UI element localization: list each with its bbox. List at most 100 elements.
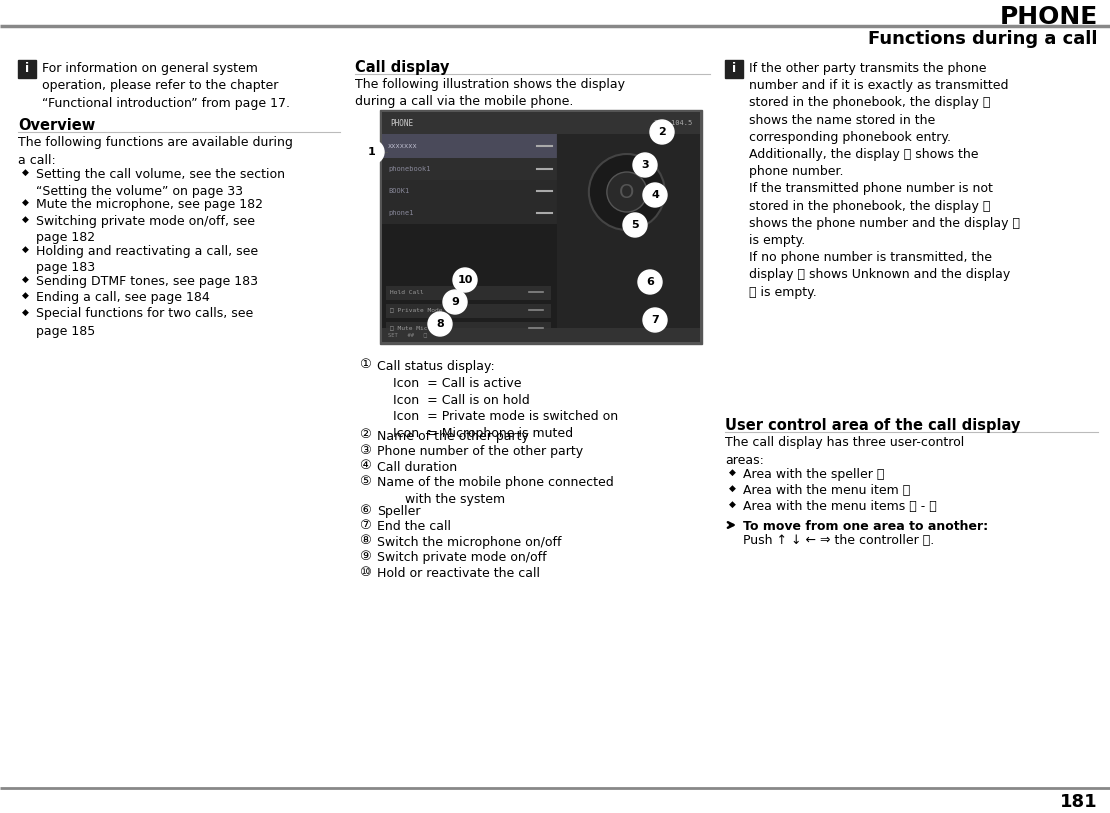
Text: ⑨: ⑨	[359, 550, 371, 563]
Text: Hold or reactivate the call: Hold or reactivate the call	[377, 567, 539, 580]
Text: PHONE: PHONE	[1000, 5, 1098, 29]
FancyBboxPatch shape	[382, 134, 557, 158]
Text: 181: 181	[1060, 793, 1098, 811]
Text: ⑥: ⑥	[359, 503, 371, 516]
Text: End the call: End the call	[377, 520, 451, 533]
Text: 9: 9	[451, 297, 458, 307]
FancyBboxPatch shape	[725, 60, 743, 78]
Text: 10: 10	[457, 275, 473, 285]
Text: User control area of the call display: User control area of the call display	[725, 418, 1020, 433]
Circle shape	[607, 172, 647, 212]
Text: For information on general system
operation, please refer to the chapter
“Functi: For information on general system operat…	[42, 62, 290, 110]
Text: Phone number of the other party: Phone number of the other party	[377, 445, 583, 458]
Text: Ending a call, see page 184: Ending a call, see page 184	[36, 291, 210, 304]
Circle shape	[638, 270, 662, 294]
Text: □ Private Mode: □ Private Mode	[390, 307, 443, 312]
FancyBboxPatch shape	[382, 328, 700, 342]
Text: The following illustration shows the display
during a call via the mobile phone.: The following illustration shows the dis…	[355, 78, 625, 108]
Text: Switching private mode on/off, see
page 182: Switching private mode on/off, see page …	[36, 215, 255, 245]
Text: Sending DTMF tones, see page 183: Sending DTMF tones, see page 183	[36, 275, 258, 288]
Text: ⑤: ⑤	[359, 475, 371, 488]
Text: Call duration: Call duration	[377, 460, 457, 473]
Text: ◆: ◆	[22, 168, 29, 177]
Text: Hold Call: Hold Call	[390, 289, 424, 294]
Text: Call display: Call display	[355, 60, 450, 75]
Text: Name of the mobile phone connected
       with the system: Name of the mobile phone connected with …	[377, 476, 614, 506]
Text: ◆: ◆	[729, 484, 736, 493]
Text: ③: ③	[359, 444, 371, 457]
Circle shape	[643, 183, 667, 207]
Text: Call status display:
    Icon  = Call is active
    Icon  = Call is on hold
    : Call status display: Icon = Call is acti…	[377, 360, 618, 440]
Text: Push ↑ ↓ ← ⇒ the controller ⓴.: Push ↑ ↓ ← ⇒ the controller ⓴.	[743, 534, 935, 547]
Text: Name of the other party: Name of the other party	[377, 429, 528, 442]
FancyBboxPatch shape	[382, 202, 557, 224]
Text: 7: 7	[652, 315, 659, 325]
Text: BOOK1: BOOK1	[388, 188, 410, 194]
Text: ◆: ◆	[22, 198, 29, 207]
Text: 6: 6	[646, 277, 654, 287]
Text: ⑩: ⑩	[359, 566, 371, 579]
Text: phone1: phone1	[388, 210, 414, 216]
Text: ◆: ◆	[22, 307, 29, 316]
Circle shape	[428, 312, 452, 336]
FancyBboxPatch shape	[557, 134, 700, 342]
Text: i: i	[24, 63, 29, 76]
FancyBboxPatch shape	[18, 60, 36, 78]
Text: Setting the call volume, see the section
“Setting the volume” on page 33: Setting the call volume, see the section…	[36, 168, 285, 198]
FancyBboxPatch shape	[382, 158, 557, 180]
Text: The following functions are available during
a call:: The following functions are available du…	[18, 136, 293, 167]
Circle shape	[443, 290, 467, 314]
Text: Area with the menu item Ⓖ: Area with the menu item Ⓖ	[743, 484, 910, 497]
Text: Mute the microphone, see page 182: Mute the microphone, see page 182	[36, 198, 263, 211]
Circle shape	[360, 140, 384, 164]
Text: Speller: Speller	[377, 505, 421, 518]
Text: xxxxxxx: xxxxxxx	[388, 143, 417, 149]
Text: ◆: ◆	[729, 500, 736, 509]
Text: 8: 8	[436, 319, 444, 329]
Text: Special functions for two calls, see
page 185: Special functions for two calls, see pag…	[36, 307, 253, 337]
Text: ◆: ◆	[22, 291, 29, 300]
Circle shape	[643, 308, 667, 332]
Text: Overview: Overview	[18, 118, 95, 133]
Text: The call display has three user-control
areas:: The call display has three user-control …	[725, 436, 965, 467]
Text: ②: ②	[359, 428, 371, 441]
Circle shape	[623, 213, 647, 237]
Text: ①: ①	[359, 359, 371, 372]
Text: ⑦: ⑦	[359, 519, 371, 532]
Text: 1: 1	[369, 147, 376, 157]
Text: O: O	[619, 182, 635, 202]
Circle shape	[633, 153, 657, 177]
Text: i: i	[731, 63, 736, 76]
Text: 3: 3	[642, 160, 649, 170]
Text: 4: 4	[652, 190, 659, 200]
FancyBboxPatch shape	[386, 304, 552, 318]
Circle shape	[453, 268, 477, 292]
Text: Holding and reactivating a call, see
page 183: Holding and reactivating a call, see pag…	[36, 245, 259, 275]
FancyBboxPatch shape	[382, 112, 700, 134]
Text: phonebook1: phonebook1	[388, 166, 431, 172]
FancyBboxPatch shape	[386, 322, 552, 336]
Text: To move from one area to another:: To move from one area to another:	[743, 520, 988, 533]
Text: If the other party transmits the phone
number and if it is exactly as transmitte: If the other party transmits the phone n…	[749, 62, 1020, 298]
Text: □ Mute Mic: □ Mute Mic	[390, 325, 427, 331]
Text: Switch private mode on/off: Switch private mode on/off	[377, 551, 546, 564]
Circle shape	[589, 154, 665, 230]
Text: 3   104.5: 3 104.5	[654, 120, 692, 126]
Text: ◆: ◆	[22, 215, 29, 224]
Text: ◆: ◆	[729, 468, 736, 477]
Text: Area with the speller Ⓕ: Area with the speller Ⓕ	[743, 468, 885, 481]
Text: ⑧: ⑧	[359, 534, 371, 547]
FancyBboxPatch shape	[380, 110, 702, 344]
FancyBboxPatch shape	[382, 180, 557, 202]
Circle shape	[650, 120, 674, 144]
Text: ◆: ◆	[22, 275, 29, 284]
Text: 2: 2	[658, 127, 666, 137]
Text: SET   ##   □: SET ## □	[388, 333, 427, 337]
FancyBboxPatch shape	[386, 286, 552, 300]
Text: Functions during a call: Functions during a call	[868, 30, 1098, 48]
Text: PHONE: PHONE	[390, 119, 413, 128]
Text: ◆: ◆	[22, 245, 29, 254]
Text: 5: 5	[632, 220, 639, 230]
Text: Area with the menu items Ⓗ - Ⓛ: Area with the menu items Ⓗ - Ⓛ	[743, 500, 937, 513]
Text: ④: ④	[359, 459, 371, 472]
